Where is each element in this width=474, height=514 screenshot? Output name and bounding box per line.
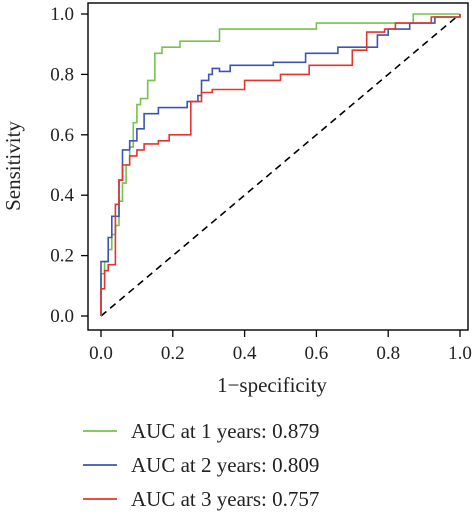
- series-line-3: [100, 14, 461, 316]
- series-layer: [100, 13, 461, 316]
- x-tick-label: 0.8: [376, 343, 400, 364]
- y-tick-label: 1.0: [50, 4, 74, 25]
- series-line-1: [100, 13, 460, 316]
- plot-frame: [87, 2, 469, 331]
- y-tick-label: 0.0: [50, 306, 74, 327]
- x-axis: 0.0 0.2 0.4 0.6 0.8 1.0: [89, 330, 472, 364]
- x-tick-label: 1.0: [448, 343, 472, 364]
- y-axis-label: Sensitivity: [1, 121, 25, 211]
- y-tick-label: 0.6: [50, 125, 74, 146]
- legend-label-2: AUC at 2 years: 0.809: [131, 453, 319, 477]
- y-axis: 0.0 0.2 0.4 0.6 0.8 1.0: [50, 4, 88, 327]
- legend-label-1: AUC at 1 years: 0.879: [131, 419, 319, 443]
- x-tick-label: 0.4: [233, 343, 257, 364]
- x-tick-label: 0.0: [89, 343, 113, 364]
- y-tick-label: 0.8: [50, 64, 74, 85]
- y-tick-label: 0.2: [50, 246, 74, 267]
- y-tick-label: 0.4: [50, 185, 74, 206]
- x-tick-label: 0.2: [161, 343, 185, 364]
- legend-label-3: AUC at 3 years: 0.757: [131, 487, 319, 511]
- x-tick-label: 0.6: [305, 343, 329, 364]
- legend: AUC at 1 years: 0.879 AUC at 2 years: 0.8…: [83, 419, 319, 511]
- diagonal-reference-line: [100, 13, 461, 317]
- x-axis-label: 1−specificity: [217, 373, 327, 397]
